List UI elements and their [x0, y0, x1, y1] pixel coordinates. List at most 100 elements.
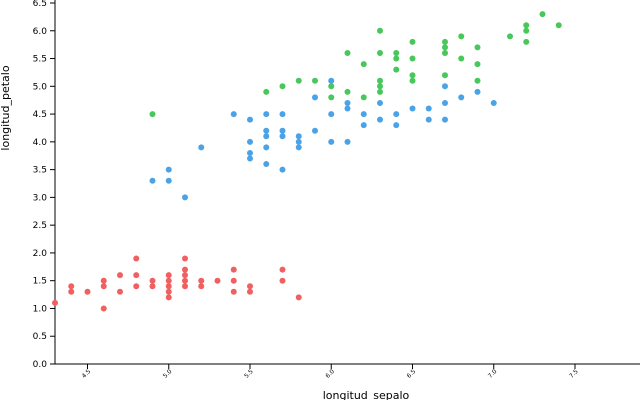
data-point	[117, 272, 123, 279]
y-tick-label: 2.0	[33, 249, 48, 259]
data-point	[198, 277, 205, 284]
data-point	[165, 283, 172, 290]
y-tick-label: 4.5	[33, 110, 47, 120]
data-point	[279, 83, 286, 90]
data-point	[377, 116, 383, 123]
data-point	[523, 22, 530, 29]
data-point	[328, 94, 335, 101]
data-point	[295, 294, 302, 301]
data-point	[182, 255, 188, 262]
y-tick-label: 3.0	[33, 193, 48, 203]
data-point	[458, 33, 465, 40]
data-point	[474, 61, 481, 68]
x-tick-label: 4.5	[81, 368, 93, 380]
y-tick-label: 6.0	[33, 27, 48, 37]
data-point	[279, 111, 286, 118]
data-point	[263, 133, 270, 140]
data-points	[52, 11, 562, 312]
data-point	[100, 283, 107, 290]
data-point	[247, 288, 253, 295]
data-point	[474, 77, 481, 84]
data-point	[100, 277, 107, 284]
data-point	[198, 283, 205, 290]
data-point	[344, 49, 351, 56]
data-point	[507, 33, 513, 40]
data-point	[149, 283, 156, 290]
y-tick-label: 5.0	[33, 82, 48, 92]
data-point	[247, 149, 253, 156]
data-point	[409, 72, 416, 79]
data-point	[442, 38, 448, 45]
data-point	[442, 44, 448, 51]
data-point	[328, 77, 335, 84]
data-point	[68, 288, 75, 295]
data-point	[100, 305, 107, 312]
x-tick-label: 5.5	[243, 368, 255, 380]
y-tick-label: 1.5	[33, 277, 47, 287]
data-point	[458, 94, 465, 101]
x-tick-label: 7.5	[568, 368, 580, 380]
y-tick-label: 1.0	[33, 304, 48, 314]
data-point	[279, 127, 286, 134]
data-point	[442, 99, 448, 106]
data-point	[393, 111, 400, 118]
data-point	[279, 133, 286, 140]
data-point	[360, 111, 367, 118]
data-point	[165, 166, 172, 173]
data-point	[182, 266, 188, 273]
data-point	[393, 66, 400, 73]
data-point	[555, 22, 562, 29]
data-point	[409, 55, 416, 62]
data-point	[312, 94, 318, 101]
data-point	[490, 99, 497, 106]
data-point	[377, 49, 383, 56]
data-point	[523, 38, 530, 45]
data-point	[263, 144, 270, 151]
data-point	[442, 72, 448, 79]
data-point	[133, 255, 140, 262]
data-point	[377, 83, 383, 90]
data-point	[149, 277, 156, 284]
data-point	[425, 105, 432, 112]
data-point	[279, 266, 286, 273]
data-point	[328, 83, 335, 90]
data-point	[409, 77, 416, 84]
x-tick-label: 6.5	[406, 368, 418, 380]
data-point	[344, 105, 351, 112]
data-point	[360, 94, 367, 101]
series-2	[149, 77, 497, 201]
data-point	[295, 144, 302, 151]
data-point	[539, 11, 546, 18]
data-point	[117, 288, 123, 295]
x-tick-label: 7.0	[487, 368, 499, 380]
data-point	[198, 144, 205, 151]
data-point	[247, 283, 253, 290]
y-tick-label: 4.0	[33, 138, 48, 148]
data-point	[165, 277, 172, 284]
data-point	[279, 277, 286, 284]
data-point	[393, 49, 400, 56]
data-point	[328, 111, 335, 118]
data-point	[165, 294, 172, 301]
data-point	[425, 116, 432, 123]
data-point	[344, 99, 351, 106]
data-point	[328, 138, 335, 145]
data-point	[214, 277, 221, 284]
data-point	[458, 55, 465, 62]
data-point	[263, 111, 270, 118]
x-axis-title: longitud_sepalo	[323, 389, 410, 400]
data-point	[377, 88, 383, 95]
data-point	[133, 283, 140, 290]
data-point	[182, 194, 188, 201]
data-point	[247, 138, 253, 145]
data-point	[149, 177, 156, 184]
data-point	[52, 299, 58, 306]
data-point	[360, 122, 367, 129]
data-point	[344, 138, 351, 145]
data-point	[377, 27, 383, 34]
series-3	[149, 11, 562, 118]
data-point	[165, 177, 172, 184]
data-point	[182, 283, 188, 290]
data-point	[409, 38, 416, 45]
